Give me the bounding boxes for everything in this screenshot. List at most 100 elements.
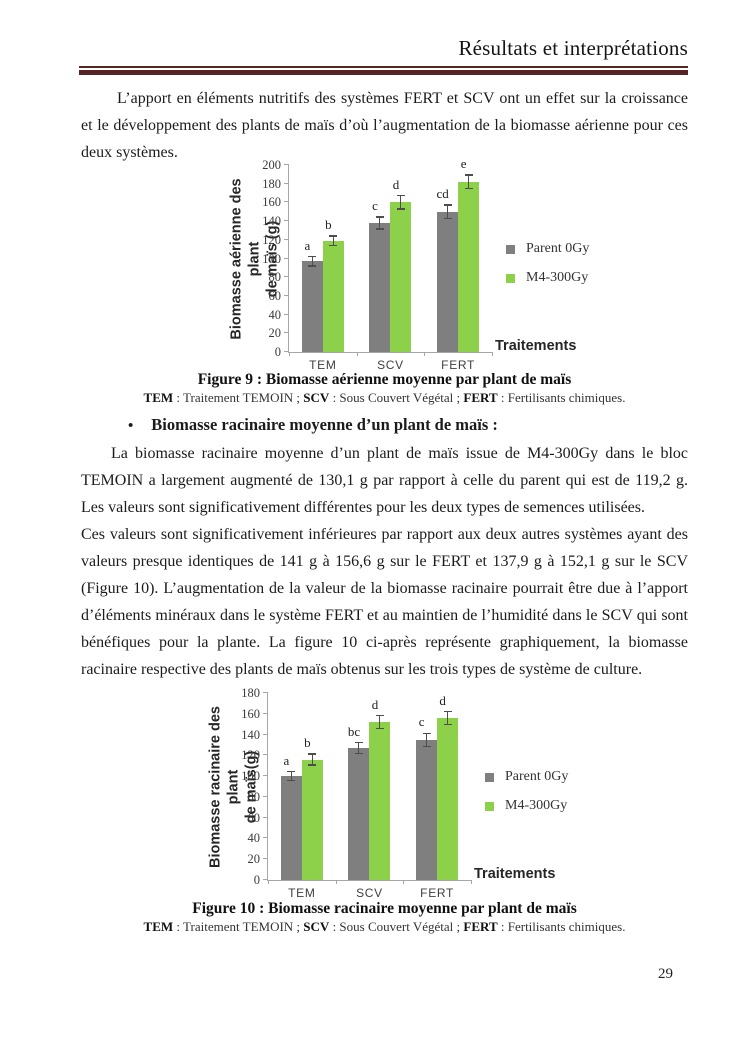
y-tick-label: 100 xyxy=(262,251,281,266)
bar xyxy=(437,211,459,352)
bar-groups: a b bc d c d xyxy=(268,693,471,880)
bar-slot: a xyxy=(301,165,323,352)
y-tick-label: 140 xyxy=(262,214,281,229)
bar-slot: d xyxy=(390,165,412,352)
error-bar xyxy=(443,204,452,220)
legend-row: M4-300Gy xyxy=(506,270,589,286)
error-bar xyxy=(443,710,452,726)
significance-letter: a xyxy=(304,237,311,253)
y-tick-mark xyxy=(284,294,289,296)
figure10-note: TEM : Traitement TEMOIN ; SCV : Sous Cou… xyxy=(81,919,688,935)
figure9-chart: Biomasse aérienne des plant de maïs (g) 0 2… xyxy=(200,156,680,390)
y-tick-mark xyxy=(284,220,289,222)
note-scv-text: : Sous Couvert Végétal ; xyxy=(329,390,464,405)
significance-letter: e xyxy=(460,156,467,172)
note-scv-text: : Sous Couvert Végétal ; xyxy=(329,919,464,934)
error-bar xyxy=(464,174,473,190)
error-bar xyxy=(308,255,317,268)
header-rule-thin xyxy=(79,66,688,68)
note-fert-text: : Fertilisants chimiques. xyxy=(497,390,626,405)
legend-row: M4-300Gy xyxy=(485,798,568,814)
y-tick-mark xyxy=(263,837,268,839)
y-tick-mark xyxy=(284,164,289,165)
x-tick-mark xyxy=(356,352,358,356)
legend-label: Parent 0Gy xyxy=(505,769,569,784)
error-bar xyxy=(287,770,296,782)
bar-slot: b xyxy=(301,693,323,880)
bar xyxy=(301,261,323,352)
legend-swatch xyxy=(506,273,515,283)
y-tick-label: 80 xyxy=(268,270,282,285)
note-fert-text: : Fertilisants chimiques. xyxy=(497,919,626,934)
x-tick-mark xyxy=(471,880,472,884)
y-tick-label: 200 xyxy=(262,158,281,172)
x-axis-title: Traitements xyxy=(474,866,556,882)
y-tick-mark xyxy=(284,351,289,352)
error-bar xyxy=(375,714,384,730)
bar-slot: b xyxy=(322,165,344,352)
x-tick-mark xyxy=(289,352,290,356)
x-category-label: FERT xyxy=(420,886,455,900)
y-tick-mark xyxy=(263,816,268,818)
error-bar xyxy=(422,732,431,748)
paragraph-racinaire-1: La biomasse racinaire moyenne d’un plant… xyxy=(81,445,688,516)
y-tick-label: 140 xyxy=(241,727,260,742)
plot-area: 0 20 40 60 80 100 120 140 160 180 a b bc d c d TEM SCV FER… xyxy=(241,686,472,900)
bullet-icon: • xyxy=(128,418,134,434)
y-tick-mark xyxy=(284,332,289,334)
x-category-row: TEM SCV FERT xyxy=(289,358,492,372)
bar xyxy=(369,722,391,880)
y-tick-mark xyxy=(263,795,268,797)
bar-slot: bc xyxy=(348,693,370,880)
legend-label: M4-300Gy xyxy=(505,798,568,813)
note-tem-text: : Traitement TEMOIN ; xyxy=(173,390,304,405)
y-tick-label: 40 xyxy=(247,831,261,846)
x-tick-mark xyxy=(492,352,493,356)
bar xyxy=(458,181,480,352)
y-tick-mark xyxy=(263,692,268,693)
y-tick-mark xyxy=(284,238,289,240)
y-tick-label: 160 xyxy=(241,706,260,721)
bar-groups: a b c d cd e xyxy=(289,156,492,352)
page-header-title: Résultats et interprétations xyxy=(458,36,688,60)
x-tick-mark xyxy=(403,880,405,884)
significance-letter: d xyxy=(392,176,400,192)
bar-slot: d xyxy=(369,693,391,880)
significance-letter: d xyxy=(439,692,446,708)
significance-letter: bc xyxy=(347,723,361,739)
bar-slot: e xyxy=(458,156,480,352)
bar-slot: a xyxy=(280,693,302,880)
bar-slot: c xyxy=(416,693,438,880)
error-bar xyxy=(354,741,363,755)
y-tick-label: 60 xyxy=(247,810,261,825)
note-tem-abbr: TEM xyxy=(143,390,174,405)
bar-slot: cd xyxy=(437,165,459,352)
bar-slot: d xyxy=(437,693,459,880)
y-tick-mark xyxy=(263,733,268,735)
x-axis-title: Traitements xyxy=(495,338,577,354)
y-tick-label: 180 xyxy=(262,176,281,191)
y-tick-mark xyxy=(263,754,268,756)
x-category-row: TEM SCV FERT xyxy=(268,886,471,900)
note-tem-text: : Traitement TEMOIN ; xyxy=(173,919,304,934)
y-tick-label: 20 xyxy=(268,326,282,341)
error-bar xyxy=(329,235,338,247)
legend: Parent 0Gy M4-300Gy xyxy=(506,241,589,299)
note-tem-abbr: TEM xyxy=(143,919,174,934)
error-bar xyxy=(396,194,405,210)
significance-letter: c xyxy=(372,198,378,214)
note-scv-abbr: SCV xyxy=(303,390,330,405)
y-tick-label: 80 xyxy=(247,789,261,804)
significance-letter: c xyxy=(418,714,425,730)
plot-area: 0 20 40 60 80 100 120 140 160 180 200 a b c d cd e TEM SCV… xyxy=(262,156,493,372)
y-tick-label: 0 xyxy=(253,873,260,887)
bar xyxy=(301,759,323,880)
significance-letter: b xyxy=(304,735,311,751)
y-tick-label: 0 xyxy=(274,345,281,359)
y-tick-mark xyxy=(263,775,268,777)
figure9-caption: Figure 9 : Biomasse aérienne moyenne par… xyxy=(197,371,572,388)
y-tick-label: 120 xyxy=(262,232,281,247)
note-fert-abbr: FERT xyxy=(463,919,498,934)
